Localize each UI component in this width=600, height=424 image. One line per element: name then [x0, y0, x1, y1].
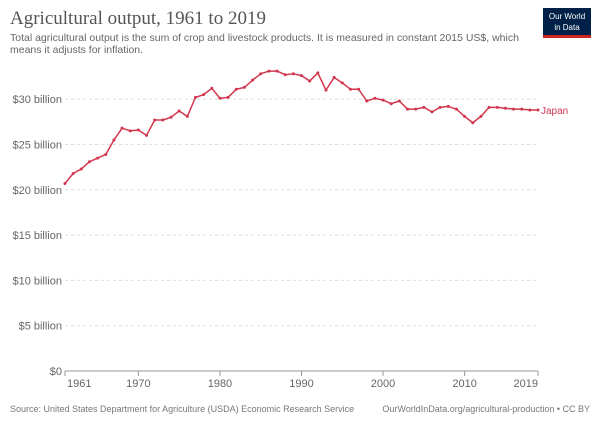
grid-lines	[65, 98, 538, 327]
data-point[interactable]	[422, 105, 426, 109]
data-point[interactable]	[71, 171, 75, 175]
data-point[interactable]	[520, 107, 524, 111]
data-point[interactable]	[161, 118, 165, 122]
data-point[interactable]	[300, 74, 303, 78]
data-point[interactable]	[471, 121, 475, 125]
data-point[interactable]	[283, 73, 287, 77]
data-point[interactable]	[324, 88, 328, 92]
data-point[interactable]	[536, 108, 540, 112]
y-tick-label: $10 billion	[12, 275, 62, 287]
data-point[interactable]	[446, 104, 450, 108]
data-point[interactable]	[454, 107, 458, 111]
owid-logo[interactable]: Our World in Data	[543, 8, 591, 38]
x-tick-label: 1970	[126, 378, 150, 390]
data-point[interactable]	[145, 133, 149, 137]
data-point[interactable]	[348, 87, 352, 91]
data-point[interactable]	[275, 69, 279, 73]
chart-title: Agricultural output, 1961 to 2019	[10, 8, 266, 29]
data-point[interactable]	[487, 105, 491, 109]
data-point[interactable]	[259, 72, 263, 76]
y-tick-label: $5 billion	[19, 321, 62, 333]
data-point[interactable]	[316, 71, 320, 75]
data-point[interactable]	[63, 181, 67, 185]
data-point[interactable]	[479, 114, 483, 118]
x-tick-label: 2010	[452, 378, 476, 390]
series-line-japan[interactable]	[64, 70, 538, 184]
data-point[interactable]	[495, 105, 499, 109]
data-point[interactable]	[381, 98, 385, 102]
data-point[interactable]	[528, 108, 532, 112]
data-point[interactable]	[136, 128, 140, 132]
data-point[interactable]	[193, 95, 197, 99]
data-point[interactable]	[234, 87, 238, 91]
y-tick-label: $25 billion	[12, 139, 62, 151]
data-point[interactable]	[251, 78, 255, 82]
data-point[interactable]	[185, 114, 189, 118]
data-point[interactable]	[177, 109, 181, 113]
data-point[interactable]	[406, 107, 410, 111]
data-point[interactable]	[242, 85, 246, 89]
data-point[interactable]	[112, 138, 116, 142]
series-layer[interactable]: Japan	[63, 69, 569, 185]
data-point[interactable]	[96, 156, 100, 160]
y-tick-label: $30 billion	[12, 94, 62, 106]
data-point[interactable]	[153, 118, 157, 122]
chart-subtitle: Total agricultural output is the sum of …	[10, 32, 519, 56]
y-axis-tick-labels: $0 $5 billion $10 billion $15 billion $20 bi…	[12, 94, 62, 378]
y-tick-label: $0	[50, 366, 62, 378]
data-point[interactable]	[308, 79, 312, 83]
data-point[interactable]	[512, 107, 516, 111]
data-point[interactable]	[226, 95, 230, 99]
data-point[interactable]	[397, 99, 401, 103]
source-link[interactable]: OurWorldInData.org/agricultural-producti…	[382, 404, 590, 414]
logo-line-1: Our World	[548, 12, 586, 21]
data-point[interactable]	[357, 87, 361, 91]
data-point[interactable]	[202, 93, 206, 97]
data-point[interactable]	[365, 99, 369, 103]
data-point[interactable]	[332, 75, 336, 79]
data-point[interactable]	[169, 115, 173, 119]
y-tick-label: $20 billion	[12, 185, 62, 197]
data-point[interactable]	[503, 106, 507, 110]
data-point[interactable]	[438, 105, 442, 109]
data-point[interactable]	[389, 102, 393, 106]
data-point[interactable]	[104, 152, 108, 156]
data-point[interactable]	[430, 110, 434, 114]
data-point[interactable]	[210, 86, 214, 90]
data-point[interactable]	[218, 96, 222, 100]
y-tick-label: $15 billion	[12, 230, 62, 242]
data-point[interactable]	[87, 160, 91, 164]
data-point[interactable]	[128, 129, 132, 133]
x-tick-label: 1961	[67, 378, 91, 390]
data-point[interactable]	[267, 69, 271, 73]
data-point[interactable]	[373, 96, 377, 100]
data-point[interactable]	[414, 107, 418, 111]
x-tick-label: 2000	[371, 378, 395, 390]
data-point[interactable]	[79, 167, 83, 171]
logo-line-2: in Data	[554, 23, 580, 32]
series-label: Japan	[541, 106, 568, 117]
data-point[interactable]	[463, 114, 467, 118]
x-tick-label: 2019	[514, 378, 538, 390]
source-note: Source: United States Department for Agr…	[10, 404, 355, 414]
x-tick-label: 1990	[289, 378, 313, 390]
data-point[interactable]	[340, 81, 344, 85]
x-tick-label: 1980	[208, 378, 232, 390]
data-point[interactable]	[120, 126, 124, 130]
data-point[interactable]	[291, 72, 295, 76]
x-axis: 1961 1970 1980 1990 2000 2010 2019	[64, 370, 539, 390]
